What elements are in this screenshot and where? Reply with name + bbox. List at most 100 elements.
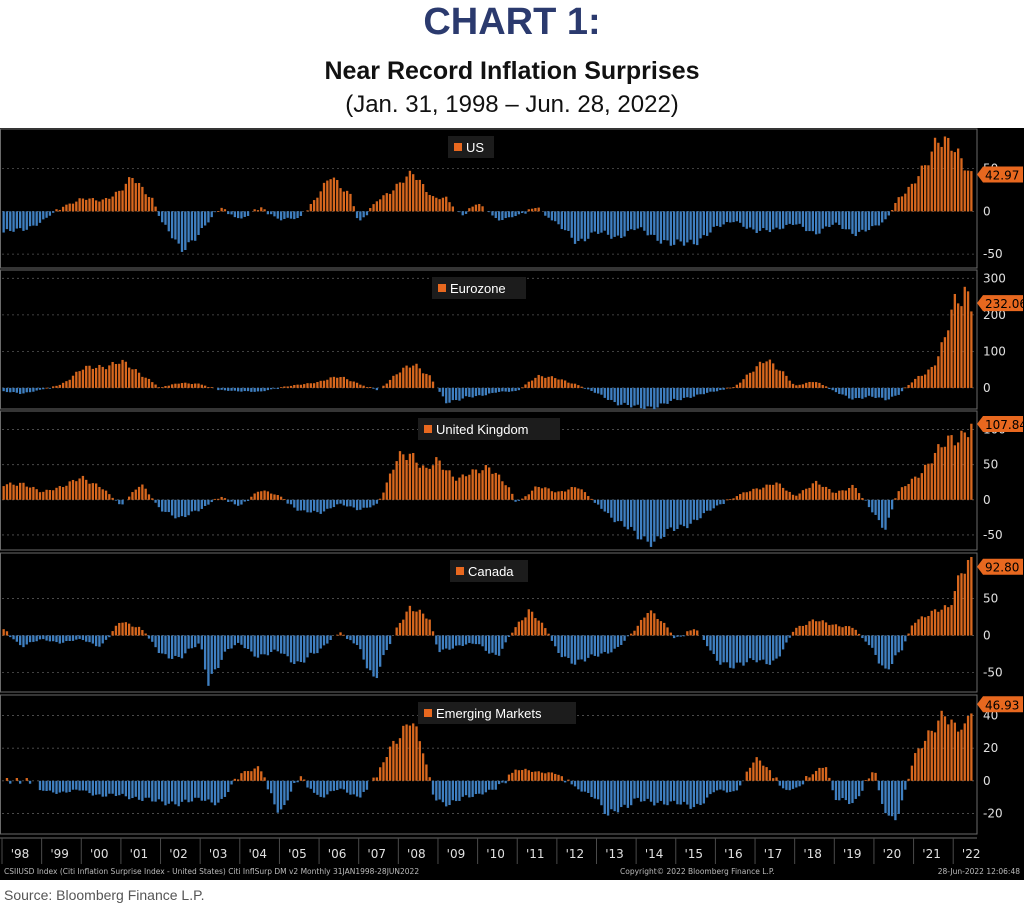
y-tick-label: 20 (983, 741, 998, 755)
bar (517, 211, 521, 215)
bar (887, 635, 890, 670)
bar (630, 633, 633, 636)
x-tick-label: '15 (684, 847, 703, 861)
bar (596, 211, 600, 234)
last-value-tag: 92.80 (977, 558, 1023, 575)
bar (203, 211, 207, 226)
bar (266, 491, 270, 500)
bar (814, 480, 818, 500)
bar (752, 635, 755, 661)
bar (540, 772, 544, 781)
bar (266, 387, 270, 391)
bar (246, 635, 250, 649)
bar (293, 499, 296, 508)
bar (61, 382, 65, 388)
bar (600, 499, 603, 509)
bar (947, 330, 950, 388)
bar (306, 635, 309, 658)
bar (101, 489, 104, 500)
bar (128, 177, 131, 212)
bar (844, 490, 848, 500)
bar (616, 635, 620, 647)
bar (484, 635, 488, 651)
bar (19, 635, 22, 646)
bar (42, 211, 45, 220)
bar (557, 635, 560, 653)
last-value-label: 232.06 (985, 297, 1024, 311)
bar (785, 375, 788, 388)
bar (75, 481, 78, 500)
bar (151, 635, 154, 642)
bar (151, 498, 154, 500)
bar (709, 635, 712, 651)
bar (834, 624, 838, 636)
bar (299, 635, 303, 663)
bar (848, 387, 851, 399)
bar (672, 499, 676, 531)
bar (111, 780, 114, 794)
bar (388, 473, 392, 500)
bar (273, 635, 276, 650)
y-tick-label: -50 (983, 247, 1003, 261)
bar (161, 499, 164, 512)
bar (722, 211, 725, 225)
bar (177, 780, 180, 807)
bar (772, 778, 775, 781)
bar (725, 635, 729, 663)
bar (527, 381, 530, 388)
bar (88, 365, 91, 388)
bar (848, 488, 851, 500)
bar (12, 635, 15, 640)
bar (94, 367, 98, 388)
bar (488, 780, 491, 790)
bar (953, 152, 957, 212)
bar (329, 179, 332, 212)
bar (9, 635, 12, 638)
bar (570, 780, 573, 785)
bar (765, 484, 768, 500)
bar (207, 387, 210, 388)
bar (841, 490, 844, 500)
bar (923, 740, 927, 781)
bar (412, 365, 415, 388)
bar (808, 211, 811, 232)
bar (656, 387, 659, 408)
bar (904, 635, 907, 642)
bar (104, 369, 108, 388)
bar (418, 368, 421, 388)
bar (415, 462, 418, 500)
bar (289, 211, 293, 219)
bar (468, 635, 471, 643)
bar (772, 635, 775, 661)
bar (167, 499, 170, 513)
bar (877, 387, 881, 398)
bar (177, 383, 180, 388)
bar (633, 211, 636, 231)
bar (415, 179, 418, 212)
bar (481, 780, 484, 795)
bar (672, 211, 676, 245)
bar (871, 387, 874, 397)
bar (715, 211, 719, 226)
bar (296, 635, 299, 662)
bar (504, 387, 507, 392)
bar (35, 211, 38, 226)
bar (445, 387, 448, 404)
bar (633, 630, 636, 636)
bar (435, 635, 438, 645)
bar (220, 207, 223, 212)
bar (547, 376, 550, 388)
bar (580, 489, 583, 500)
bar (217, 387, 220, 391)
bar (484, 465, 488, 500)
bar (98, 364, 101, 388)
bar (293, 635, 296, 664)
bar (134, 183, 137, 212)
bar (887, 780, 890, 816)
bar (85, 635, 88, 642)
bar (362, 499, 365, 508)
bar (676, 499, 679, 529)
bar (91, 198, 94, 212)
bar (296, 211, 299, 218)
bar (28, 211, 32, 227)
